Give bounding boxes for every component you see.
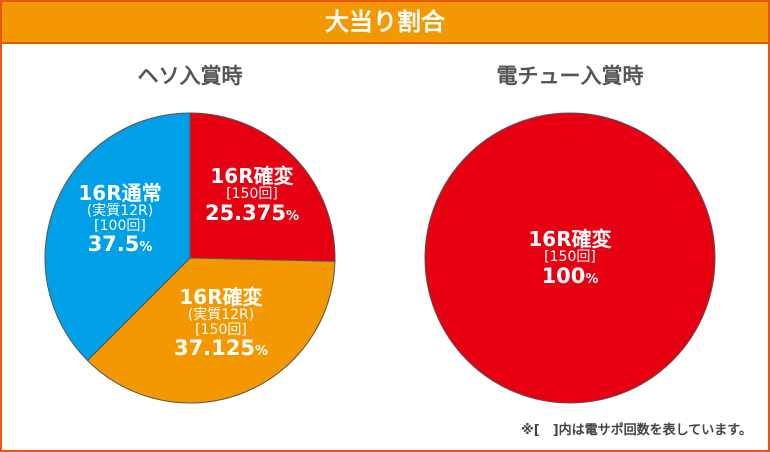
slice-label-heso-1: 16R確変 (実質12R) [150回] 37.125% [141, 285, 301, 361]
slice-unit: % [585, 271, 599, 287]
pie-slice-0-0 [189, 112, 336, 262]
slice-label-heso-2: 16R通常 (実質12R) [100回] 37.5% [40, 181, 200, 257]
slice-value: 100 [541, 263, 586, 288]
slice-label-heso-0: 16R確変 [150回] 25.375% [172, 166, 332, 224]
pie-slice-0-2 [44, 112, 191, 362]
pie-slice-0-1 [86, 257, 336, 404]
pie-slice-1-0 [424, 112, 716, 404]
footnote: ※[ ]内は電サポ回数を表しています。 [521, 423, 752, 438]
slice-value: 37.125 [173, 336, 255, 361]
pie-title-heso: ヘソ入賞時 [137, 64, 243, 88]
slice-unit: % [139, 240, 153, 256]
slice-name: 16R通常 [78, 181, 162, 205]
slice-value: 37.5 [87, 232, 140, 257]
slice-rounds: [150回] [226, 186, 278, 202]
header-title: 大当り割合 [2, 2, 768, 44]
slice-rounds: [100回] [94, 217, 146, 234]
slice-sub: (実質12R) [86, 203, 154, 219]
slice-name: 16R確変 [179, 285, 263, 309]
slice-name: 16R確変 [210, 164, 294, 188]
slice-rounds: [150回] [195, 321, 247, 338]
pie-title-denchu: 電チュー入賞時 [496, 64, 644, 88]
slice-label-denchu-0: 16R確変 [150回] 100% [490, 229, 650, 287]
slice-rounds: [150回] [544, 249, 596, 265]
slice-name: 16R確変 [528, 227, 612, 251]
slice-unit: % [255, 344, 269, 360]
slice-unit: % [286, 208, 300, 224]
slice-sub: (実質12R) [187, 307, 255, 323]
slice-value: 25.375 [204, 200, 286, 225]
